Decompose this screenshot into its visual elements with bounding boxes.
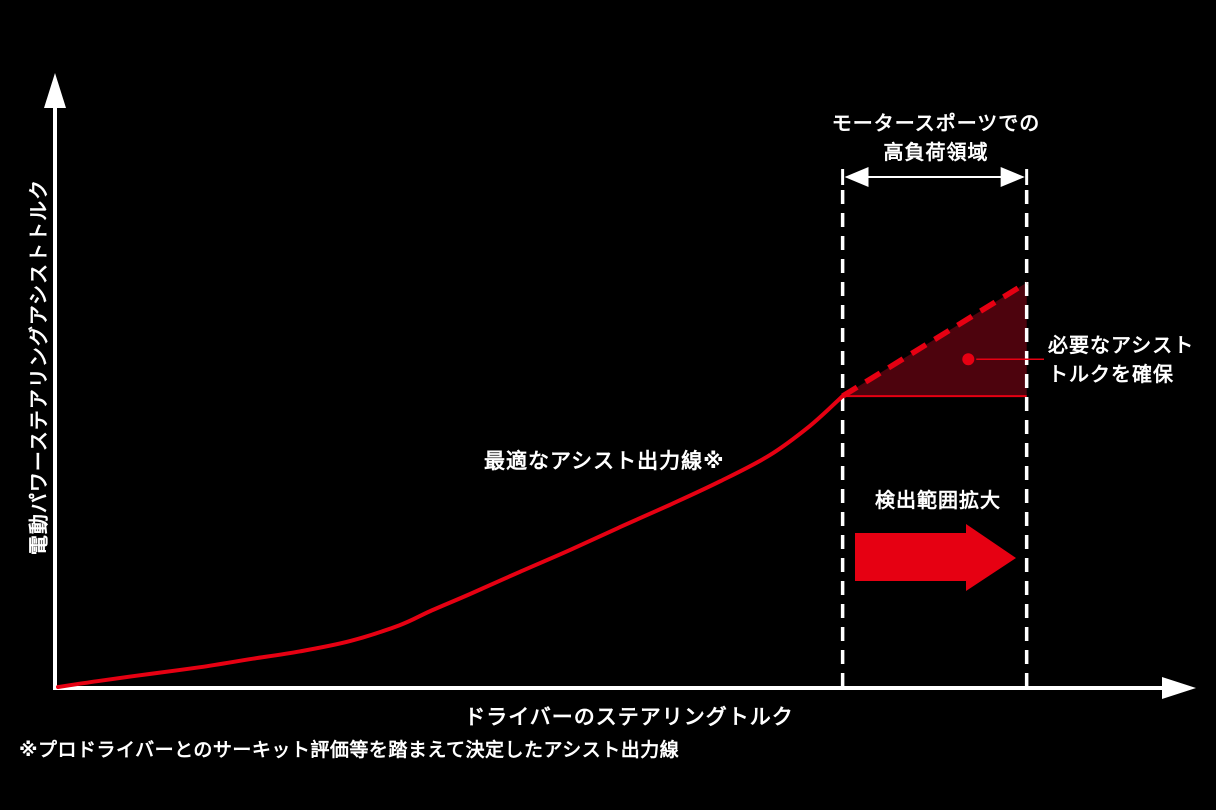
detection-range-label: 検出範囲拡大 [875, 490, 1001, 512]
assist-torque-note: 必要なアシスト トルクを確保 [1048, 332, 1194, 390]
assist-output-curve [56, 394, 845, 689]
callout-dot-icon [962, 353, 975, 366]
footnote: ※プロドライバーとのサーキット評価等を踏まえて決定したアシスト出力線 [19, 740, 680, 761]
assist-torque-note-line1: 必要なアシスト [1048, 335, 1195, 357]
x-axis-label: ドライバーのステアリングトルク [464, 706, 794, 729]
curve-label: 最適なアシスト出力線※ [484, 450, 725, 473]
y-axis-arrowhead-icon [44, 73, 66, 108]
high-load-region-label-line1: モータースポーツでの [831, 113, 1041, 135]
x-axis-arrowhead-icon [1162, 677, 1196, 699]
high-load-region-label-line2: 高負荷領域 [883, 142, 989, 164]
y-axis-label: 電動パワーステアリングアシストトルク [28, 178, 51, 556]
expand-arrow-icon [855, 524, 1016, 591]
assist-torque-note-line2: トルクを確保 [1048, 364, 1174, 386]
high-load-region-label: モータースポーツでの 高負荷領域 [832, 110, 1041, 168]
assist-curve-extension [841, 280, 1029, 399]
